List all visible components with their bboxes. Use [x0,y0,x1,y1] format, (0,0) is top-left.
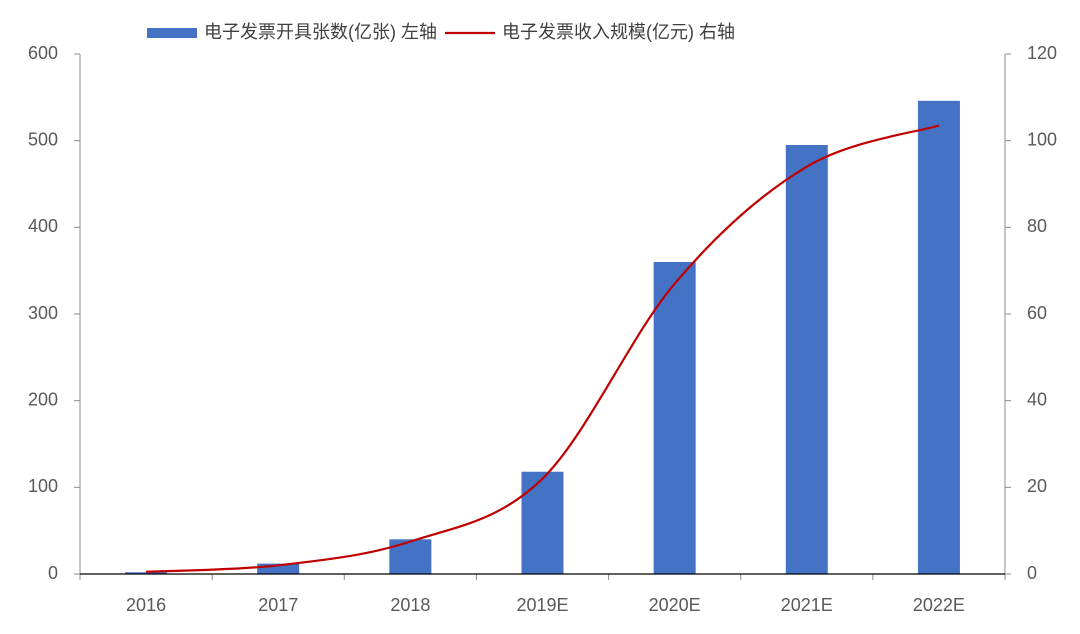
bar [125,572,168,574]
x-tick-label: 2021E [781,595,833,615]
x-tick-label: 2017 [258,595,298,615]
x-tick-label: 2016 [126,595,166,615]
bar [785,145,828,574]
bar [917,100,960,575]
y-tick-label: 600 [28,43,58,63]
y2-tick-label: 20 [1027,476,1047,496]
y2-tick-label: 0 [1027,563,1037,583]
y2-tick-label: 60 [1027,303,1047,323]
x-tick-label: 2020E [649,595,701,615]
x-tick-label: 2019E [516,595,568,615]
y2-tick-label: 40 [1027,389,1047,409]
y-tick-label: 500 [28,129,58,149]
y-tick-label: 200 [28,389,58,409]
line [146,124,940,573]
y2-tick-label: 100 [1027,129,1057,149]
y-tick-label: 100 [28,476,58,496]
y2-tick-label: 120 [1027,43,1057,63]
y-tick-label: 0 [48,563,58,583]
y-tick-label: 300 [28,303,58,323]
legend-label: 电子发票收入规模(亿元) 右轴 [502,22,735,42]
legend-swatch [147,28,197,38]
legend-label: 电子发票开具张数(亿张) 左轴 [204,22,437,42]
x-tick-label: 2022E [913,595,965,615]
bar [389,539,432,574]
y-tick-label: 400 [28,216,58,236]
bar [521,471,564,574]
x-tick-label: 2018 [390,595,430,615]
y2-tick-label: 80 [1027,216,1047,236]
bar [257,563,300,574]
bar [653,262,696,574]
